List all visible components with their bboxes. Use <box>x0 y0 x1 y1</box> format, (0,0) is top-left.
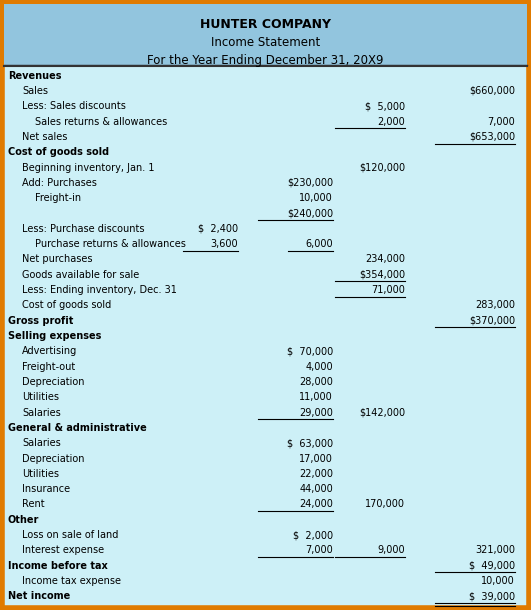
Text: 234,000: 234,000 <box>365 254 405 264</box>
Text: Utilities: Utilities <box>22 392 59 402</box>
Text: Sales returns & allowances: Sales returns & allowances <box>35 117 167 127</box>
Bar <box>4 4 527 66</box>
Text: 17,000: 17,000 <box>299 453 333 464</box>
Text: Less: Ending inventory, Dec. 31: Less: Ending inventory, Dec. 31 <box>22 285 177 295</box>
Text: Income tax expense: Income tax expense <box>22 576 121 586</box>
Text: $  49,000: $ 49,000 <box>469 561 515 571</box>
Text: Other: Other <box>8 515 39 525</box>
Text: Depreciation: Depreciation <box>22 453 84 464</box>
Text: $  39,000: $ 39,000 <box>469 591 515 601</box>
Text: 44,000: 44,000 <box>299 484 333 494</box>
Text: Rent: Rent <box>22 500 45 509</box>
Text: Gross profit: Gross profit <box>8 316 73 326</box>
Text: $  2,000: $ 2,000 <box>293 530 333 540</box>
Text: 7,000: 7,000 <box>487 117 515 127</box>
Text: 283,000: 283,000 <box>475 300 515 310</box>
Text: Beginning inventory, Jan. 1: Beginning inventory, Jan. 1 <box>22 162 155 173</box>
Text: Income Statement: Income Statement <box>211 36 320 49</box>
Text: Sales: Sales <box>22 86 48 96</box>
Text: 24,000: 24,000 <box>299 500 333 509</box>
Text: 3,600: 3,600 <box>210 239 238 249</box>
Text: Interest expense: Interest expense <box>22 545 104 555</box>
Text: Goods available for sale: Goods available for sale <box>22 270 139 280</box>
Text: Utilities: Utilities <box>22 469 59 479</box>
Text: $120,000: $120,000 <box>359 162 405 173</box>
Text: Less: Sales discounts: Less: Sales discounts <box>22 101 126 111</box>
Text: Net purchases: Net purchases <box>22 254 92 264</box>
Text: $230,000: $230,000 <box>287 178 333 188</box>
Text: 4,000: 4,000 <box>305 362 333 371</box>
Text: 10,000: 10,000 <box>299 193 333 203</box>
Text: $142,000: $142,000 <box>359 407 405 418</box>
Text: Purchase returns & allowances: Purchase returns & allowances <box>35 239 186 249</box>
Text: $  5,000: $ 5,000 <box>365 101 405 111</box>
Text: Cost of goods sold: Cost of goods sold <box>22 300 112 310</box>
Text: $370,000: $370,000 <box>469 316 515 326</box>
Text: 29,000: 29,000 <box>299 407 333 418</box>
Text: $  2,400: $ 2,400 <box>198 224 238 234</box>
Text: $  63,000: $ 63,000 <box>287 438 333 448</box>
Text: Less: Purchase discounts: Less: Purchase discounts <box>22 224 144 234</box>
Text: Selling expenses: Selling expenses <box>8 331 101 341</box>
Text: 7,000: 7,000 <box>305 545 333 555</box>
Text: 28,000: 28,000 <box>299 377 333 387</box>
Text: Loss on sale of land: Loss on sale of land <box>22 530 118 540</box>
Text: Net income: Net income <box>8 591 70 601</box>
Text: $354,000: $354,000 <box>359 270 405 280</box>
Text: Salaries: Salaries <box>22 438 61 448</box>
Text: $  70,000: $ 70,000 <box>287 346 333 356</box>
Text: General & administrative: General & administrative <box>8 423 147 433</box>
Text: Insurance: Insurance <box>22 484 70 494</box>
Text: Freight-in: Freight-in <box>35 193 81 203</box>
Text: 9,000: 9,000 <box>378 545 405 555</box>
Text: 321,000: 321,000 <box>475 545 515 555</box>
Text: HUNTER COMPANY: HUNTER COMPANY <box>200 18 331 31</box>
Text: 2,000: 2,000 <box>377 117 405 127</box>
Text: $653,000: $653,000 <box>469 132 515 142</box>
Text: Revenues: Revenues <box>8 71 62 81</box>
Text: Salaries: Salaries <box>22 407 61 418</box>
Text: 22,000: 22,000 <box>299 469 333 479</box>
Text: For the Year Ending December 31, 20X9: For the Year Ending December 31, 20X9 <box>147 54 384 67</box>
Text: Income before tax: Income before tax <box>8 561 108 571</box>
Text: 71,000: 71,000 <box>371 285 405 295</box>
Text: $660,000: $660,000 <box>469 86 515 96</box>
Text: $240,000: $240,000 <box>287 209 333 218</box>
Text: 170,000: 170,000 <box>365 500 405 509</box>
Text: Advertising: Advertising <box>22 346 77 356</box>
Text: Freight-out: Freight-out <box>22 362 75 371</box>
Text: Net sales: Net sales <box>22 132 67 142</box>
Text: Add: Purchases: Add: Purchases <box>22 178 97 188</box>
Text: 11,000: 11,000 <box>299 392 333 402</box>
Text: Cost of goods sold: Cost of goods sold <box>8 147 109 157</box>
Text: 10,000: 10,000 <box>481 576 515 586</box>
Text: 6,000: 6,000 <box>305 239 333 249</box>
Text: Depreciation: Depreciation <box>22 377 84 387</box>
